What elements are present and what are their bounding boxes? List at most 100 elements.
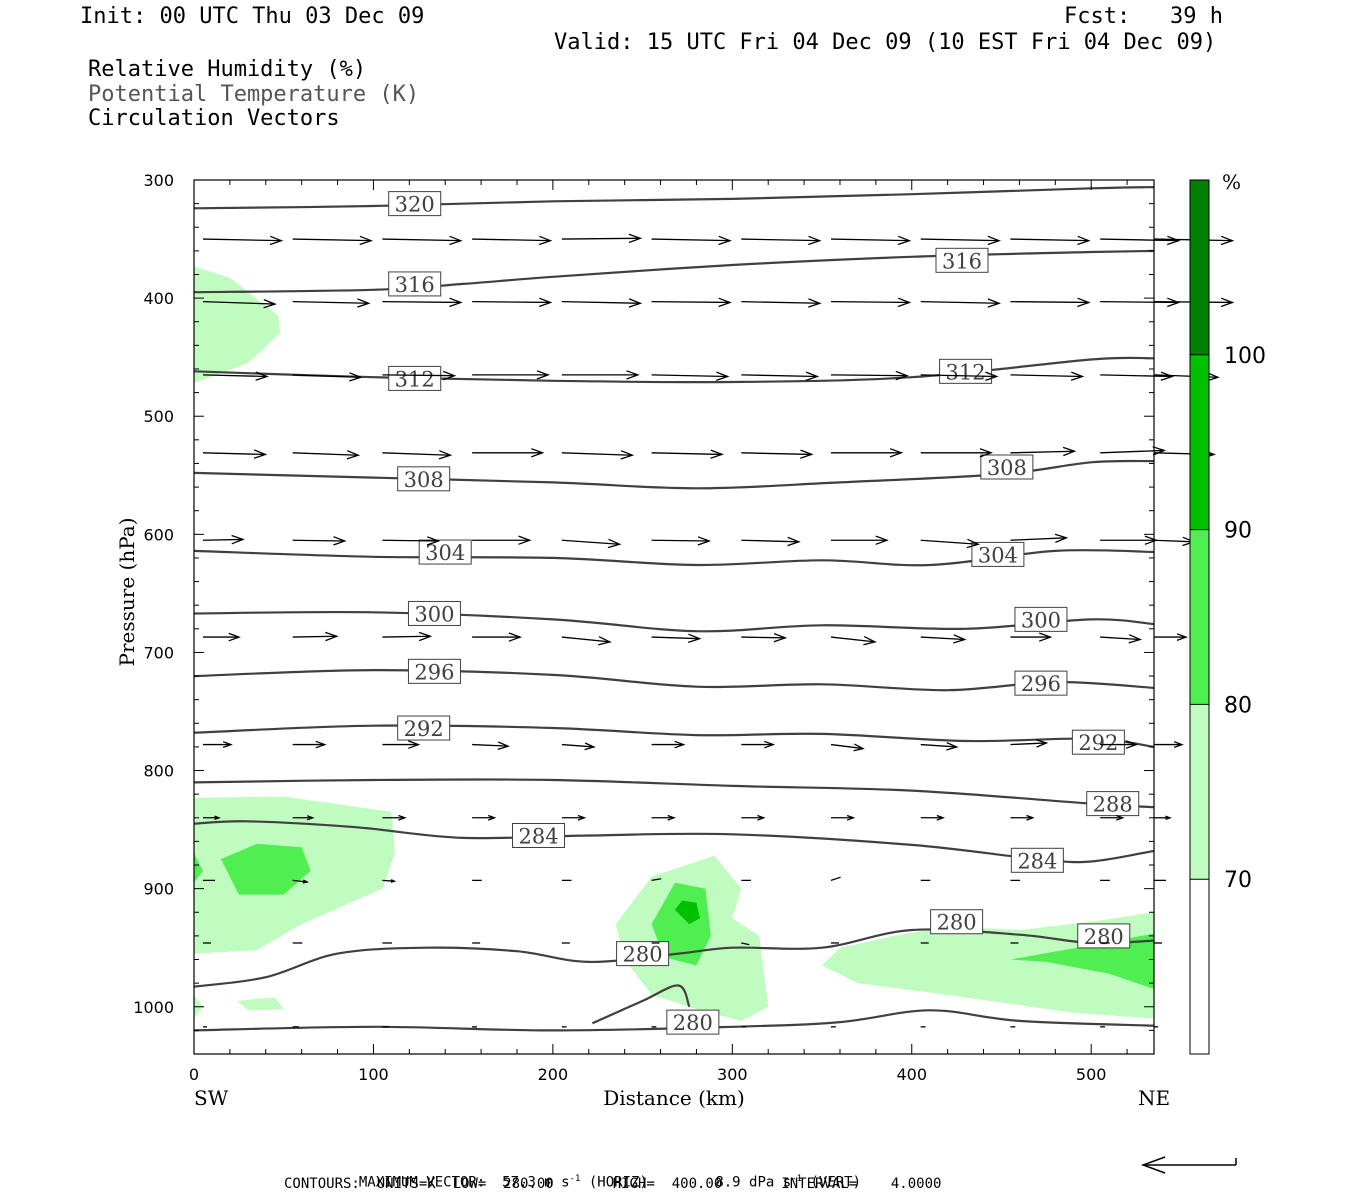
y-tick-label: 400	[143, 289, 174, 308]
circulation-vector	[292, 536, 347, 546]
circulation-vector	[202, 449, 268, 459]
circulation-vector	[1100, 235, 1181, 246]
svg-text:304: 304	[978, 543, 1018, 567]
circulation-vector	[561, 233, 643, 244]
footer-max-vector: MAXIMUM VECTOR: 57.3 m s-1 (HORIZ) 8.9 d…	[358, 1174, 862, 1191]
theta-label-280: 280	[666, 1009, 720, 1035]
svg-text:312: 312	[395, 367, 435, 391]
circulation-vector	[1010, 739, 1049, 748]
y-axis-label: Pressure (hPa)	[115, 518, 139, 667]
theta-label-312: 312	[939, 358, 993, 384]
y-tick-label: 800	[143, 762, 174, 781]
circulation-vector	[472, 235, 553, 246]
circulation-vector	[561, 370, 640, 380]
sw-label: SW	[194, 1086, 229, 1110]
colorbar-layer: 70 80 90 100%	[1189, 170, 1266, 1055]
ne-label: NE	[1138, 1086, 1170, 1110]
circulation-vector	[382, 450, 453, 460]
field-title-rh: Relative Humidity (%)	[88, 57, 367, 82]
svg-text:280: 280	[937, 911, 977, 935]
circulation-vector	[202, 741, 233, 749]
circulation-vector	[1153, 536, 1196, 547]
circulation-vector	[831, 814, 856, 821]
y-tick-label: 700	[143, 643, 174, 662]
field-title-vectors: Circulation Vectors	[88, 106, 340, 131]
theta-label-300: 300	[407, 600, 461, 626]
rh-shading-layer	[194, 266, 1154, 1021]
colorbar-level-label: 80	[1224, 693, 1252, 718]
circulation-vector	[651, 878, 662, 882]
circulation-vector	[831, 535, 889, 545]
circulation-vector	[920, 814, 945, 821]
circulation-vector	[920, 742, 959, 751]
theta-contour-296	[193, 668, 1155, 692]
theta-contour-280	[193, 928, 1155, 988]
svg-text:296: 296	[1021, 672, 1061, 696]
theta-contour-292	[193, 724, 1155, 748]
circulation-vector	[651, 633, 702, 644]
circulation-vector	[651, 297, 732, 308]
colorbar-segment	[1190, 180, 1209, 355]
rh-region-70	[822, 912, 1154, 1019]
axes-layer: 300 400 500 600 700 800 900 1000 0 100 200 300 400 50…	[115, 171, 1170, 1110]
x-tick-label: 0	[189, 1065, 199, 1084]
y-tick-label: 600	[143, 525, 174, 544]
svg-text:292: 292	[1078, 731, 1118, 755]
rh-region-90	[674, 900, 700, 925]
circulation-vector	[1154, 633, 1188, 642]
circulation-vector	[561, 636, 612, 646]
colorbar-segment	[1190, 529, 1209, 705]
theta-contour-308	[193, 459, 1155, 490]
svg-text:292: 292	[404, 717, 444, 741]
x-tick-label: 200	[538, 1065, 569, 1084]
circulation-vector	[1154, 741, 1184, 749]
circulation-vector	[292, 740, 327, 749]
circulation-vector	[830, 743, 865, 752]
circulation-vector	[382, 536, 441, 546]
circulation-vector	[292, 372, 363, 382]
circulation-vector	[1010, 371, 1085, 381]
rh-region-70	[194, 266, 281, 384]
circulation-vector	[1010, 297, 1091, 308]
theta-label-288: 288	[1086, 791, 1140, 817]
theta-label-292: 292	[397, 715, 451, 741]
circulation-vector	[472, 535, 532, 545]
circulation-vector	[561, 814, 587, 821]
theta-contour-320	[193, 186, 1155, 210]
svg-text:316: 316	[942, 249, 982, 273]
circulation-vector	[382, 297, 463, 308]
circulation-vector	[741, 536, 801, 547]
theta-contour-288	[193, 778, 1155, 809]
svg-text:300: 300	[1021, 608, 1061, 632]
theta-contour-280	[591, 984, 691, 1025]
circulation-vector	[202, 235, 284, 246]
circulation-vector	[202, 298, 277, 309]
circulation-vector	[202, 371, 269, 381]
theta-contour-300	[193, 610, 1155, 633]
svg-text:280: 280	[623, 943, 663, 967]
circulation-vector	[920, 634, 967, 644]
svg-text:280: 280	[673, 1011, 713, 1035]
circulation-vector	[1100, 371, 1175, 381]
circulation-vector	[651, 536, 712, 546]
circulation-vector	[1010, 814, 1035, 821]
circulation-vector	[202, 632, 241, 642]
circulation-vector	[741, 740, 776, 749]
theta-contour-316	[193, 249, 1155, 294]
circulation-vector	[382, 235, 463, 246]
circulation-vector	[1154, 815, 1172, 821]
colorbar-segment	[1190, 704, 1209, 880]
theta-label-304: 304	[971, 541, 1025, 567]
circulation-vector	[920, 235, 1001, 246]
theta-label-316: 316	[388, 271, 442, 297]
circulation-vector	[472, 370, 550, 380]
theta-label-308: 308	[980, 454, 1034, 480]
reference-vector-arrow	[1140, 1156, 1237, 1174]
circulation-vector	[651, 235, 732, 246]
circulation-vector	[382, 879, 397, 883]
theta-label-284: 284	[512, 823, 566, 849]
rh-region-70	[237, 997, 284, 1011]
colorbar-segment	[1190, 354, 1209, 530]
y-tick-label: 500	[143, 407, 174, 426]
circulation-vector	[920, 371, 999, 382]
